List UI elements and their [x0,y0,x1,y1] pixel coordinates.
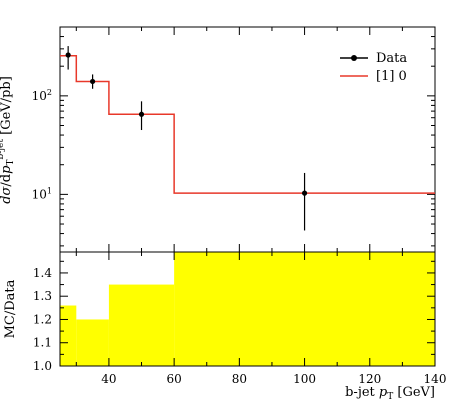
ratio-x-tick-label: 60 [166,372,181,386]
ratio-x-tick-label: 40 [101,372,116,386]
main-y-axis-label: dσ/dpTb-jet [GeV/pb] [0,76,16,204]
ratio-panel: 1.01.11.21.31.4 40 60 80 100 120 140 MC/Data … [3,251,447,402]
main-x-ticks [75,27,436,252]
mc-series-layer [60,55,435,194]
legend: Data [1] 0 [340,51,407,84]
ratio-y-tick-label: 1.2 [33,312,52,326]
ratio-x-tick-label: 120 [358,372,381,386]
legend-data-label: Data [376,51,407,66]
data-point [138,111,145,117]
ratio-x-tick-label: 140 [424,372,447,386]
data-series-layer [65,46,308,231]
ratio-y-tick-label: 1.1 [33,336,52,350]
ratio-x-tick-label: 80 [232,372,247,386]
ratio-y-tick-label: 1.4 [33,266,52,280]
main-y-tick-label: 102 [32,88,52,103]
ratio-y-tick-label: 1.3 [33,289,52,303]
ratio-band-bin [174,252,435,366]
legend-mc-label: [1] 0 [376,69,407,84]
ratio-band-bin [108,284,175,366]
mc-step-line [60,55,435,194]
data-point [301,190,308,196]
data-point [90,78,96,85]
ratio-y-tick-label: 1.0 [33,359,52,373]
main-y-axis: 101 102 [32,26,435,247]
legend-data-marker [351,55,357,61]
main-panel: 101 102 dσ/dpTb-jet [GeV/pb] Data [1] 0 [0,26,436,253]
data-point [65,52,71,58]
ratio-plot-frame [59,251,436,367]
ratio-band-bin [76,319,109,366]
main-y-tick-label: 101 [32,186,52,201]
ratio-band-layer [60,252,435,366]
ratio-y-axis: 1.0 1.1 1.2 1.3 1.4 [33,260,435,373]
ratio-x-tick-label: 100 [293,372,316,386]
ratio-x-axis: 40 60 80 100 120 140 [75,252,447,386]
ratio-band-bin [60,305,77,366]
x-axis-label: b-jet pT [GeV] [345,385,435,402]
ratio-y-axis-label: MC/Data [3,279,18,338]
